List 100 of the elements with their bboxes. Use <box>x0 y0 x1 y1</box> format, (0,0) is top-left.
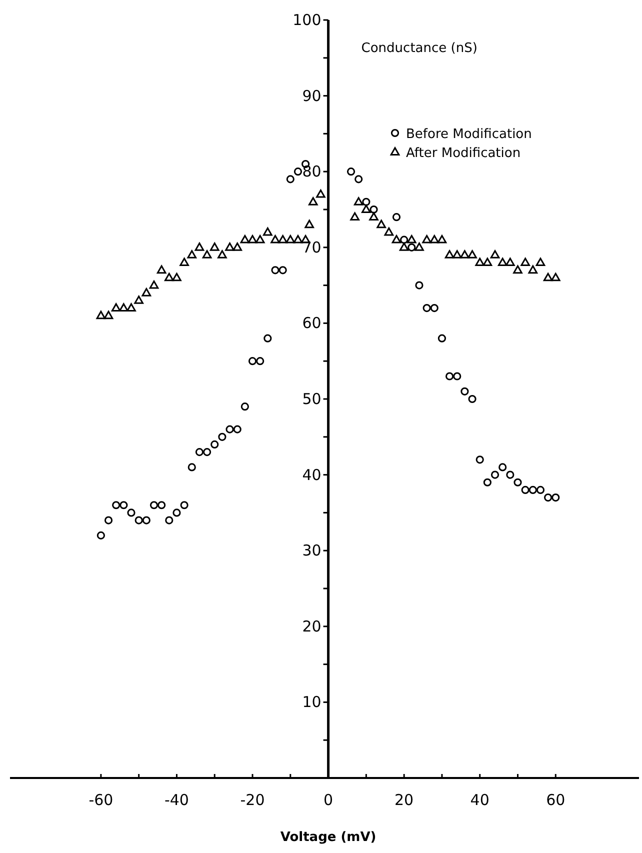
legend-label: After Modification <box>406 146 521 161</box>
point <box>453 372 462 380</box>
point <box>475 258 485 266</box>
point <box>111 303 121 312</box>
x-tick-label: 60 <box>546 791 566 809</box>
y-tick-label: 10 <box>302 693 322 712</box>
point <box>482 258 492 266</box>
point <box>286 234 296 244</box>
point <box>346 168 356 176</box>
point <box>506 258 515 266</box>
point <box>536 486 545 494</box>
point <box>415 281 424 290</box>
point <box>430 234 440 244</box>
point <box>164 272 174 282</box>
point <box>536 258 546 266</box>
y-axis-title: Conductance (nS) <box>361 41 478 56</box>
point <box>399 242 409 251</box>
point <box>445 372 454 380</box>
y-tick-label: 80 <box>302 162 322 181</box>
point <box>270 234 280 244</box>
point <box>240 234 250 244</box>
point <box>407 234 416 244</box>
y-tick-label: 90 <box>302 86 322 105</box>
point <box>506 470 514 479</box>
y-tick-label: 30 <box>302 542 322 560</box>
point <box>438 334 446 342</box>
x-tick-label: -40 <box>164 791 189 809</box>
point <box>483 478 492 486</box>
point <box>369 212 378 221</box>
point <box>218 250 227 258</box>
y-tick-label: 60 <box>302 314 322 332</box>
point <box>150 501 158 510</box>
point <box>188 463 196 472</box>
y-tick-label: 20 <box>302 617 322 636</box>
point <box>156 265 166 274</box>
point <box>422 304 431 312</box>
point <box>452 250 462 258</box>
point <box>142 516 150 524</box>
point <box>430 304 438 312</box>
point <box>362 198 370 206</box>
point <box>210 440 219 449</box>
point <box>528 486 537 494</box>
point <box>126 303 136 312</box>
point <box>104 310 114 320</box>
point <box>513 265 522 274</box>
point <box>232 242 242 251</box>
point <box>521 486 530 494</box>
point <box>460 387 469 396</box>
point <box>202 448 212 456</box>
point <box>278 266 287 274</box>
point <box>294 168 302 176</box>
point <box>490 250 500 258</box>
point <box>120 501 128 510</box>
point <box>392 234 402 244</box>
x-tick-label: 40 <box>470 791 490 809</box>
point <box>468 394 476 404</box>
point <box>119 303 128 312</box>
point <box>293 234 303 244</box>
point <box>544 493 552 502</box>
point <box>202 250 212 258</box>
point <box>271 266 280 274</box>
point <box>476 456 484 464</box>
point <box>218 432 226 441</box>
point <box>414 242 424 251</box>
point <box>543 272 553 282</box>
point <box>350 212 360 221</box>
point <box>134 516 143 524</box>
point <box>225 242 234 251</box>
point <box>498 463 507 472</box>
x-tick-label: -60 <box>88 791 114 809</box>
point <box>384 227 394 236</box>
point <box>263 227 272 236</box>
point <box>520 258 530 266</box>
x-axis-title: Voltage (mV) <box>280 830 376 845</box>
point <box>96 310 106 320</box>
point <box>248 234 258 244</box>
point <box>468 250 477 258</box>
point <box>104 516 113 524</box>
point <box>255 234 265 244</box>
point <box>172 508 181 517</box>
legend-label: Before Modification <box>406 127 532 142</box>
point <box>304 220 314 228</box>
point <box>308 197 318 206</box>
point <box>96 531 105 540</box>
point <box>437 234 447 244</box>
point <box>210 242 220 251</box>
point <box>498 258 508 266</box>
point <box>256 357 264 366</box>
point <box>552 493 560 502</box>
point <box>400 236 408 244</box>
point <box>187 250 197 258</box>
point <box>248 357 257 366</box>
x-tick-label: 20 <box>394 791 414 809</box>
point <box>528 265 538 274</box>
point <box>370 205 378 214</box>
point <box>172 272 182 282</box>
y-tick-label: 40 <box>302 466 322 484</box>
point <box>514 478 522 486</box>
point <box>264 334 272 342</box>
point <box>134 296 144 304</box>
